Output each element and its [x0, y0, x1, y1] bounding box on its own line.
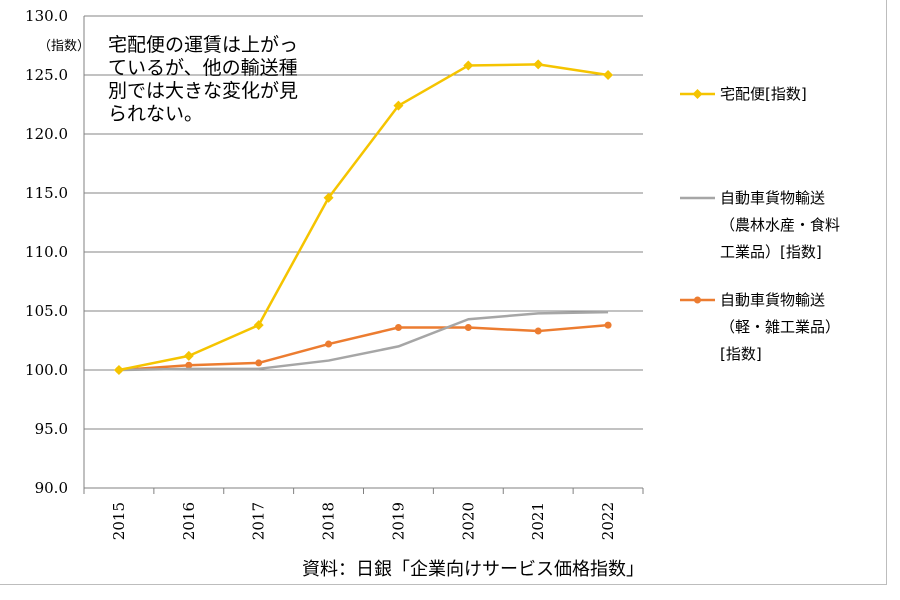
x-tick-label: 2018 [320, 502, 338, 540]
source-note: 資料：日銀「企業向けサービス価格指数」 [302, 559, 644, 580]
data-point [255, 359, 263, 367]
x-tick-label: 2020 [459, 502, 477, 540]
y-tick-label: 110.0 [25, 243, 68, 261]
y-tick-label: 120.0 [25, 125, 68, 143]
x-tick-label: 2022 [599, 502, 617, 540]
data-point [464, 324, 472, 332]
legend-item: 自動車貨物輸送 （軽・雑工業品） [指数] [680, 291, 840, 363]
y-tick-label: 125.0 [25, 66, 68, 84]
series-lines [113, 59, 614, 375]
y-tick-label: 100.0 [25, 361, 68, 379]
data-point [253, 320, 264, 331]
x-tick-label: 2021 [529, 502, 547, 540]
gridlines [83, 15, 644, 494]
x-tick-label: 2016 [180, 502, 198, 540]
y-unit-label: （指数） [38, 39, 90, 54]
annotation-line: 宅配便の運賃は上がっ [108, 34, 298, 56]
legend-label: 工業品）[指数] [720, 243, 822, 261]
x-tick-label: 2015 [110, 502, 128, 540]
annotation-line: ているが、他の輸送種 [108, 57, 298, 79]
data-point [603, 70, 614, 80]
legend-label: （軽・雑工業品） [720, 318, 840, 336]
legend-label: （農林水産・食料 [720, 216, 840, 234]
series-line [118, 63, 609, 372]
data-point [604, 321, 612, 329]
y-tick-labels: 130.0 125.0 120.0 115.0 110.0 105.0 100.0 95.0 9… [25, 7, 68, 497]
data-point [463, 60, 474, 71]
chart-frame [0, 0, 887, 585]
data-point [185, 361, 193, 369]
series-line [118, 323, 609, 372]
annotation-line: られない。 [108, 103, 203, 125]
annotation-line: 別では大きな変化が見 [108, 80, 298, 102]
series-line [118, 310, 609, 372]
data-point [325, 340, 333, 348]
legend-label: 自動車貨物輸送 [720, 291, 825, 309]
legend-label: 宅配便[指数] [720, 85, 807, 103]
y-tick-label: 115.0 [25, 184, 68, 202]
legend-marker [692, 89, 703, 99]
data-point [113, 365, 124, 375]
legend-item: 宅配便[指数] [680, 85, 807, 103]
data-point [323, 192, 334, 203]
y-tick-label: 90.0 [35, 479, 68, 497]
legend-label: [指数] [720, 345, 762, 363]
legend-marker [694, 296, 701, 304]
x-tick-label: 2017 [250, 502, 268, 540]
x-tick-label: 2019 [389, 502, 407, 540]
data-point [183, 350, 194, 361]
data-point [534, 327, 542, 335]
data-point [533, 59, 544, 70]
data-point [394, 324, 402, 332]
y-tick-label: 95.0 [35, 420, 68, 438]
x-tick-labels: 2015 2016 2017 2018 2019 2020 2021 2022 [110, 502, 617, 540]
y-tick-label: 130.0 [25, 7, 68, 25]
y-tick-label: 105.0 [25, 302, 68, 320]
legend-label: 自動車貨物輸送 [720, 189, 825, 207]
data-point [393, 100, 404, 111]
